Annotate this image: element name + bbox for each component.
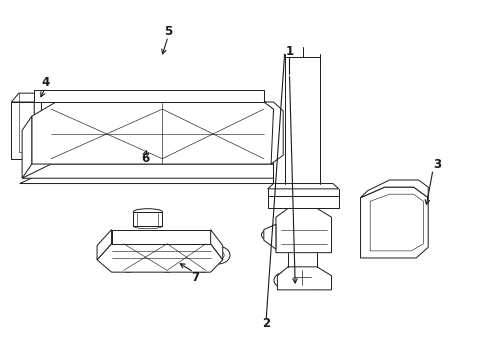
Polygon shape: [267, 196, 338, 208]
Polygon shape: [275, 208, 331, 253]
Polygon shape: [51, 148, 70, 153]
Ellipse shape: [133, 209, 162, 215]
Polygon shape: [360, 187, 427, 258]
Polygon shape: [210, 230, 223, 260]
Polygon shape: [97, 244, 223, 272]
Polygon shape: [11, 93, 41, 122]
Text: 7: 7: [191, 271, 199, 284]
Polygon shape: [22, 164, 273, 178]
Polygon shape: [22, 116, 32, 178]
Text: 5: 5: [163, 24, 172, 38]
Text: 6: 6: [141, 152, 149, 165]
Polygon shape: [369, 194, 423, 251]
Polygon shape: [34, 90, 264, 102]
Text: 2: 2: [262, 317, 270, 330]
Polygon shape: [360, 180, 427, 198]
Polygon shape: [267, 184, 338, 189]
Polygon shape: [264, 102, 283, 164]
Polygon shape: [20, 169, 273, 184]
Polygon shape: [277, 267, 331, 290]
Text: 3: 3: [432, 158, 440, 171]
Text: 1: 1: [285, 45, 293, 58]
Polygon shape: [111, 230, 210, 244]
Polygon shape: [97, 230, 111, 260]
Ellipse shape: [24, 120, 47, 142]
Text: 4: 4: [41, 76, 49, 89]
Polygon shape: [11, 102, 78, 159]
Polygon shape: [133, 212, 162, 226]
Polygon shape: [32, 102, 273, 164]
Polygon shape: [264, 224, 275, 249]
